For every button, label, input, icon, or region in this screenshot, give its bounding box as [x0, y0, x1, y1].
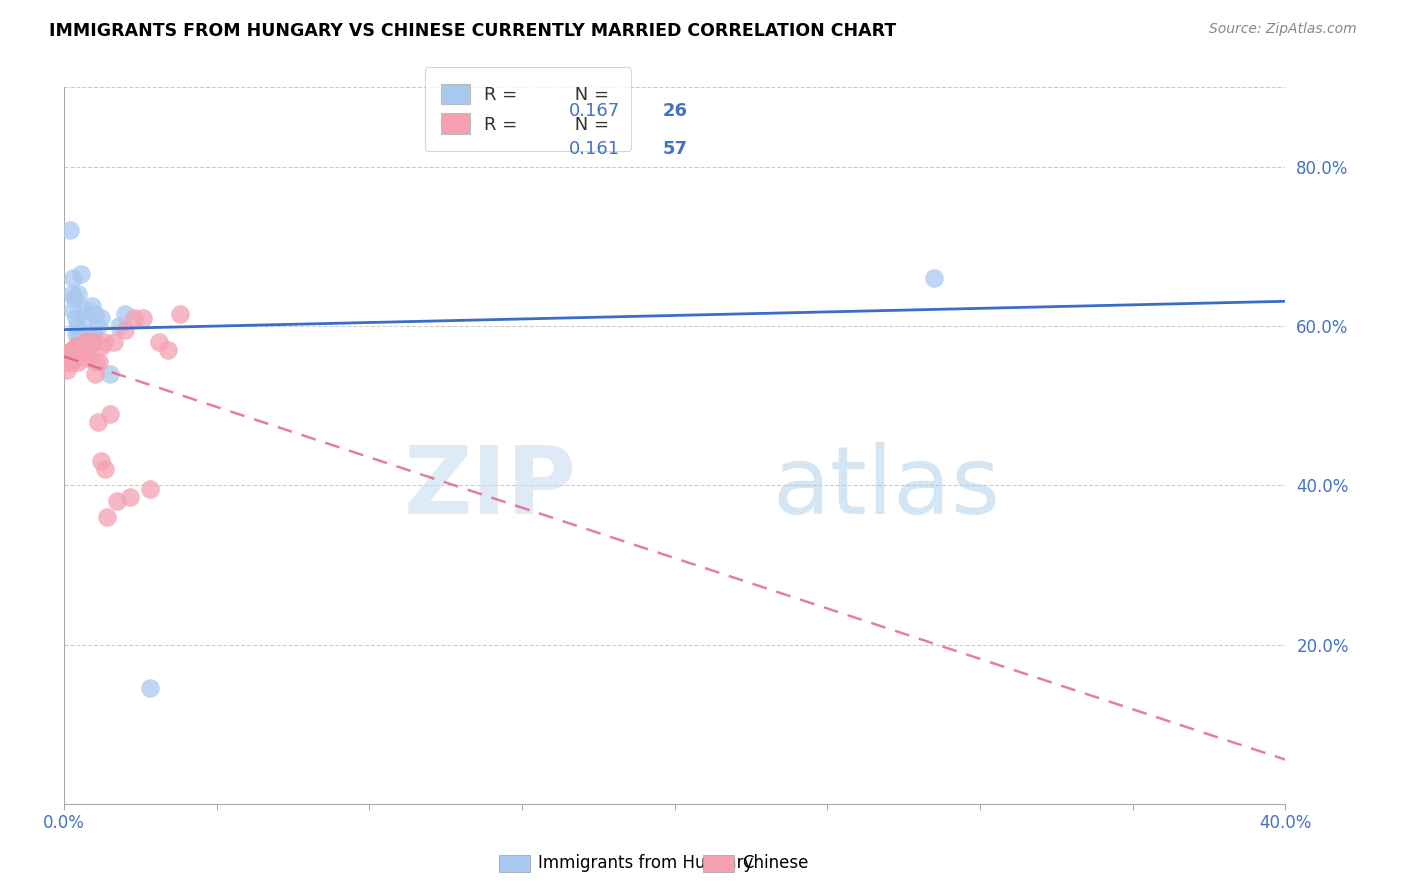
Point	[93, 334, 115, 349]
Point	[66, 318, 89, 333]
Point	[62, 343, 84, 357]
Point	[82, 334, 104, 349]
Point	[72, 343, 94, 357]
Point	[148, 334, 170, 349]
Point	[98, 367, 121, 381]
Point	[56, 351, 79, 365]
Text: 26: 26	[664, 102, 688, 120]
Point	[75, 339, 97, 353]
Text: 0.167: 0.167	[569, 102, 620, 120]
Point	[58, 223, 80, 237]
Point	[65, 326, 87, 341]
Point	[94, 462, 117, 476]
Point	[156, 343, 179, 357]
Text: Immigrants from Hungary: Immigrants from Hungary	[538, 855, 754, 872]
Point	[56, 347, 79, 361]
Point	[80, 299, 103, 313]
Legend: R =          N = , R =          N = : R = N = , R = N =	[425, 67, 631, 151]
Point	[103, 334, 125, 349]
Point	[169, 307, 191, 321]
Point	[66, 287, 89, 301]
Point	[90, 311, 112, 326]
Point	[60, 343, 83, 357]
Point	[77, 351, 100, 365]
Point	[114, 323, 136, 337]
Point	[91, 339, 114, 353]
Point	[86, 415, 108, 429]
Point	[63, 351, 86, 365]
Point	[62, 351, 84, 365]
Point	[86, 318, 108, 333]
Point	[118, 490, 141, 504]
Point	[65, 347, 87, 361]
Point	[62, 303, 84, 318]
Point	[65, 339, 87, 353]
Point	[80, 334, 103, 349]
Point	[96, 510, 118, 524]
Point	[72, 339, 94, 353]
Point	[75, 303, 97, 318]
Point	[82, 326, 104, 341]
Point	[70, 339, 93, 353]
Point	[75, 334, 97, 349]
Point	[60, 355, 83, 369]
Point	[83, 307, 105, 321]
Point	[63, 291, 86, 305]
Text: 57: 57	[664, 140, 688, 159]
Point	[69, 339, 91, 353]
Point	[114, 307, 136, 321]
Point	[72, 339, 94, 353]
Point	[67, 339, 90, 353]
Point	[73, 343, 96, 357]
Point	[70, 267, 93, 281]
Point	[73, 311, 96, 326]
Point	[89, 355, 111, 369]
Point	[60, 287, 83, 301]
Point	[66, 355, 89, 369]
Point	[66, 339, 89, 353]
Point	[73, 343, 96, 357]
Point	[922, 271, 945, 285]
Point	[67, 347, 90, 361]
Point	[63, 347, 86, 361]
Point	[65, 311, 87, 326]
Point	[59, 347, 82, 361]
Point	[79, 339, 101, 353]
Point	[63, 347, 86, 361]
Point	[56, 363, 79, 377]
Text: ZIP: ZIP	[404, 442, 576, 534]
Point	[62, 271, 84, 285]
Point	[76, 334, 98, 349]
Point	[83, 367, 105, 381]
Point	[77, 334, 100, 349]
Point	[132, 311, 155, 326]
Text: IMMIGRANTS FROM HUNGARY VS CHINESE CURRENTLY MARRIED CORRELATION CHART: IMMIGRANTS FROM HUNGARY VS CHINESE CURRE…	[49, 22, 897, 40]
Text: Chinese: Chinese	[742, 855, 808, 872]
Point	[98, 407, 121, 421]
Point	[124, 311, 146, 326]
Point	[138, 483, 160, 497]
Text: 0.161: 0.161	[569, 140, 620, 159]
Point	[107, 494, 129, 508]
Point	[58, 351, 80, 365]
Point	[84, 355, 107, 369]
Text: Source: ZipAtlas.com: Source: ZipAtlas.com	[1209, 22, 1357, 37]
Point	[70, 343, 93, 357]
Point	[58, 347, 80, 361]
Point	[59, 355, 82, 369]
Point	[77, 326, 100, 341]
Point	[55, 355, 77, 369]
Point	[59, 347, 82, 361]
Text: atlas: atlas	[772, 442, 1001, 534]
Point	[65, 343, 87, 357]
Point	[138, 681, 160, 696]
Point	[108, 318, 131, 333]
Point	[67, 326, 90, 341]
Point	[90, 454, 112, 468]
